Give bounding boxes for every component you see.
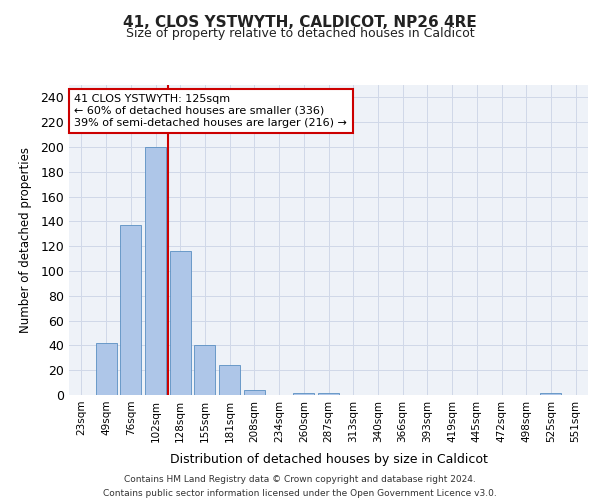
Text: Size of property relative to detached houses in Caldicot: Size of property relative to detached ho… <box>125 28 475 40</box>
Bar <box>219 365 240 395</box>
Bar <box>145 147 166 395</box>
Bar <box>95 343 116 395</box>
Text: 41, CLOS YSTWYTH, CALDICOT, NP26 4RE: 41, CLOS YSTWYTH, CALDICOT, NP26 4RE <box>123 15 477 30</box>
X-axis label: Distribution of detached houses by size in Caldicot: Distribution of detached houses by size … <box>170 453 487 466</box>
Bar <box>194 346 215 395</box>
Bar <box>293 392 314 395</box>
Bar <box>120 225 141 395</box>
Bar <box>170 251 191 395</box>
Text: Contains HM Land Registry data © Crown copyright and database right 2024.
Contai: Contains HM Land Registry data © Crown c… <box>103 476 497 498</box>
Y-axis label: Number of detached properties: Number of detached properties <box>19 147 32 333</box>
Text: 41 CLOS YSTWYTH: 125sqm
← 60% of detached houses are smaller (336)
39% of semi-d: 41 CLOS YSTWYTH: 125sqm ← 60% of detache… <box>74 94 347 128</box>
Bar <box>318 392 339 395</box>
Bar <box>541 392 562 395</box>
Bar <box>244 390 265 395</box>
